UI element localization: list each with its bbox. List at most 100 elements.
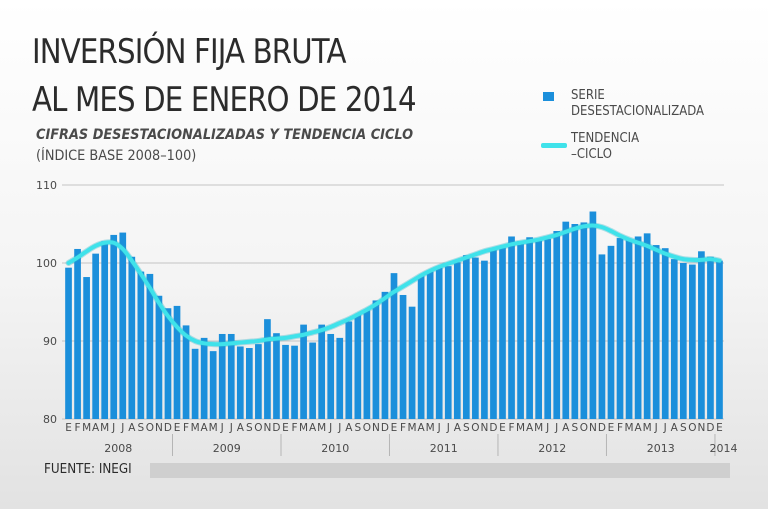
x-tick-month: J (111, 422, 115, 434)
bar (164, 308, 172, 419)
x-tick-month: E (65, 422, 72, 434)
bar (381, 291, 389, 419)
x-tick-month: M (209, 422, 218, 434)
bar (200, 337, 208, 419)
x-tick-month: J (663, 422, 667, 434)
bar (264, 319, 271, 419)
bar (643, 233, 651, 419)
bar (535, 240, 543, 419)
y-tick-label: 80 (43, 413, 57, 426)
x-tick-month: S (246, 422, 253, 434)
x-tick-month: A (635, 422, 643, 434)
x-tick-month: A (237, 422, 245, 434)
x-tick-month: F (617, 422, 623, 434)
bar (390, 273, 398, 419)
x-tick-month: E (716, 422, 723, 434)
x-tick-month: E (391, 422, 398, 434)
x-tick-month: M (299, 422, 308, 434)
bar (508, 236, 515, 419)
x-tick-month: O (471, 422, 479, 434)
legend-bar-swatch (543, 92, 554, 101)
bars-layer (65, 211, 723, 419)
legend-item-trend-cycle: TENDENCIA –CICLO (541, 131, 741, 171)
bar (526, 237, 533, 419)
x-tick-month: N (480, 422, 488, 434)
x-year-label: 2009 (213, 442, 241, 455)
bar (562, 221, 570, 419)
bar (345, 321, 353, 419)
legend-bar-label-line-2: DESESTACIONALIZADA (571, 104, 705, 119)
x-tick-month: J (120, 422, 124, 434)
bar (517, 241, 524, 419)
bar (707, 256, 714, 419)
bar (173, 305, 181, 419)
bar (679, 263, 687, 419)
bar (245, 348, 253, 419)
bar (155, 295, 163, 419)
bar (472, 257, 479, 419)
x-tick-month: J (446, 422, 450, 434)
x-year-label: 2010 (321, 442, 349, 455)
bar (191, 348, 199, 419)
bar (255, 344, 262, 419)
x-tick-month: J (229, 422, 233, 434)
x-tick-month: M (82, 422, 91, 434)
chart-index-base-note: (ÍNDICE BASE 2008–100) (36, 148, 197, 164)
bar (589, 211, 597, 419)
bar (227, 333, 235, 419)
bar (282, 344, 289, 419)
bar (426, 271, 434, 419)
x-tick-month: O (580, 422, 588, 434)
x-tick-month: M (516, 422, 525, 434)
x-tick-month: F (183, 422, 189, 434)
x-tick-month: A (92, 422, 100, 434)
trend-cycle-line (66, 223, 722, 347)
x-tick-month: N (372, 422, 380, 434)
x-tick-month: M (317, 422, 326, 434)
legend-bar-label-line-1: SERIE (571, 88, 605, 103)
trend-layer (65, 222, 723, 348)
x-tick-month: S (680, 422, 687, 434)
bar (670, 259, 678, 419)
x-tick-month: S (571, 422, 578, 434)
x-tick-month: M (625, 422, 634, 434)
y-tick-label: 100 (36, 257, 57, 270)
x-tick-month: D (272, 422, 280, 434)
bar (553, 231, 561, 419)
bar (119, 232, 127, 419)
bar (218, 333, 226, 419)
bar (83, 277, 90, 419)
bar (689, 264, 696, 419)
x-tick-month: S (354, 422, 361, 434)
x-tick-month: E (608, 422, 615, 434)
x-tick-month: M (191, 422, 200, 434)
bar (481, 260, 488, 419)
bar (92, 253, 99, 419)
bar (580, 222, 588, 419)
bar (444, 266, 452, 419)
bar (273, 333, 280, 419)
bar (291, 345, 298, 419)
chart-subtitle: CIFRAS DESESTACIONALIZADAS Y TENDENCIA C… (36, 127, 414, 143)
x-tick-month: D (598, 422, 606, 434)
bar (146, 273, 154, 419)
x-tick-month: J (220, 422, 224, 434)
x-tick-month: A (201, 422, 209, 434)
x-tick-month: O (254, 422, 262, 434)
bar (625, 239, 633, 419)
bar (65, 267, 72, 419)
bar (634, 236, 642, 419)
bar (544, 238, 552, 419)
x-tick-month: A (562, 422, 570, 434)
x-tick-month: N (263, 422, 271, 434)
bar (182, 325, 190, 419)
bar (499, 245, 506, 419)
x-tick-month: O (688, 422, 696, 434)
bar (571, 224, 579, 419)
bar (318, 324, 326, 419)
x-tick-month: A (345, 422, 353, 434)
x-tick-month: A (526, 422, 534, 434)
x-tick-month: D (164, 422, 172, 434)
x-tick-month: E (282, 422, 289, 434)
bar (363, 310, 371, 419)
